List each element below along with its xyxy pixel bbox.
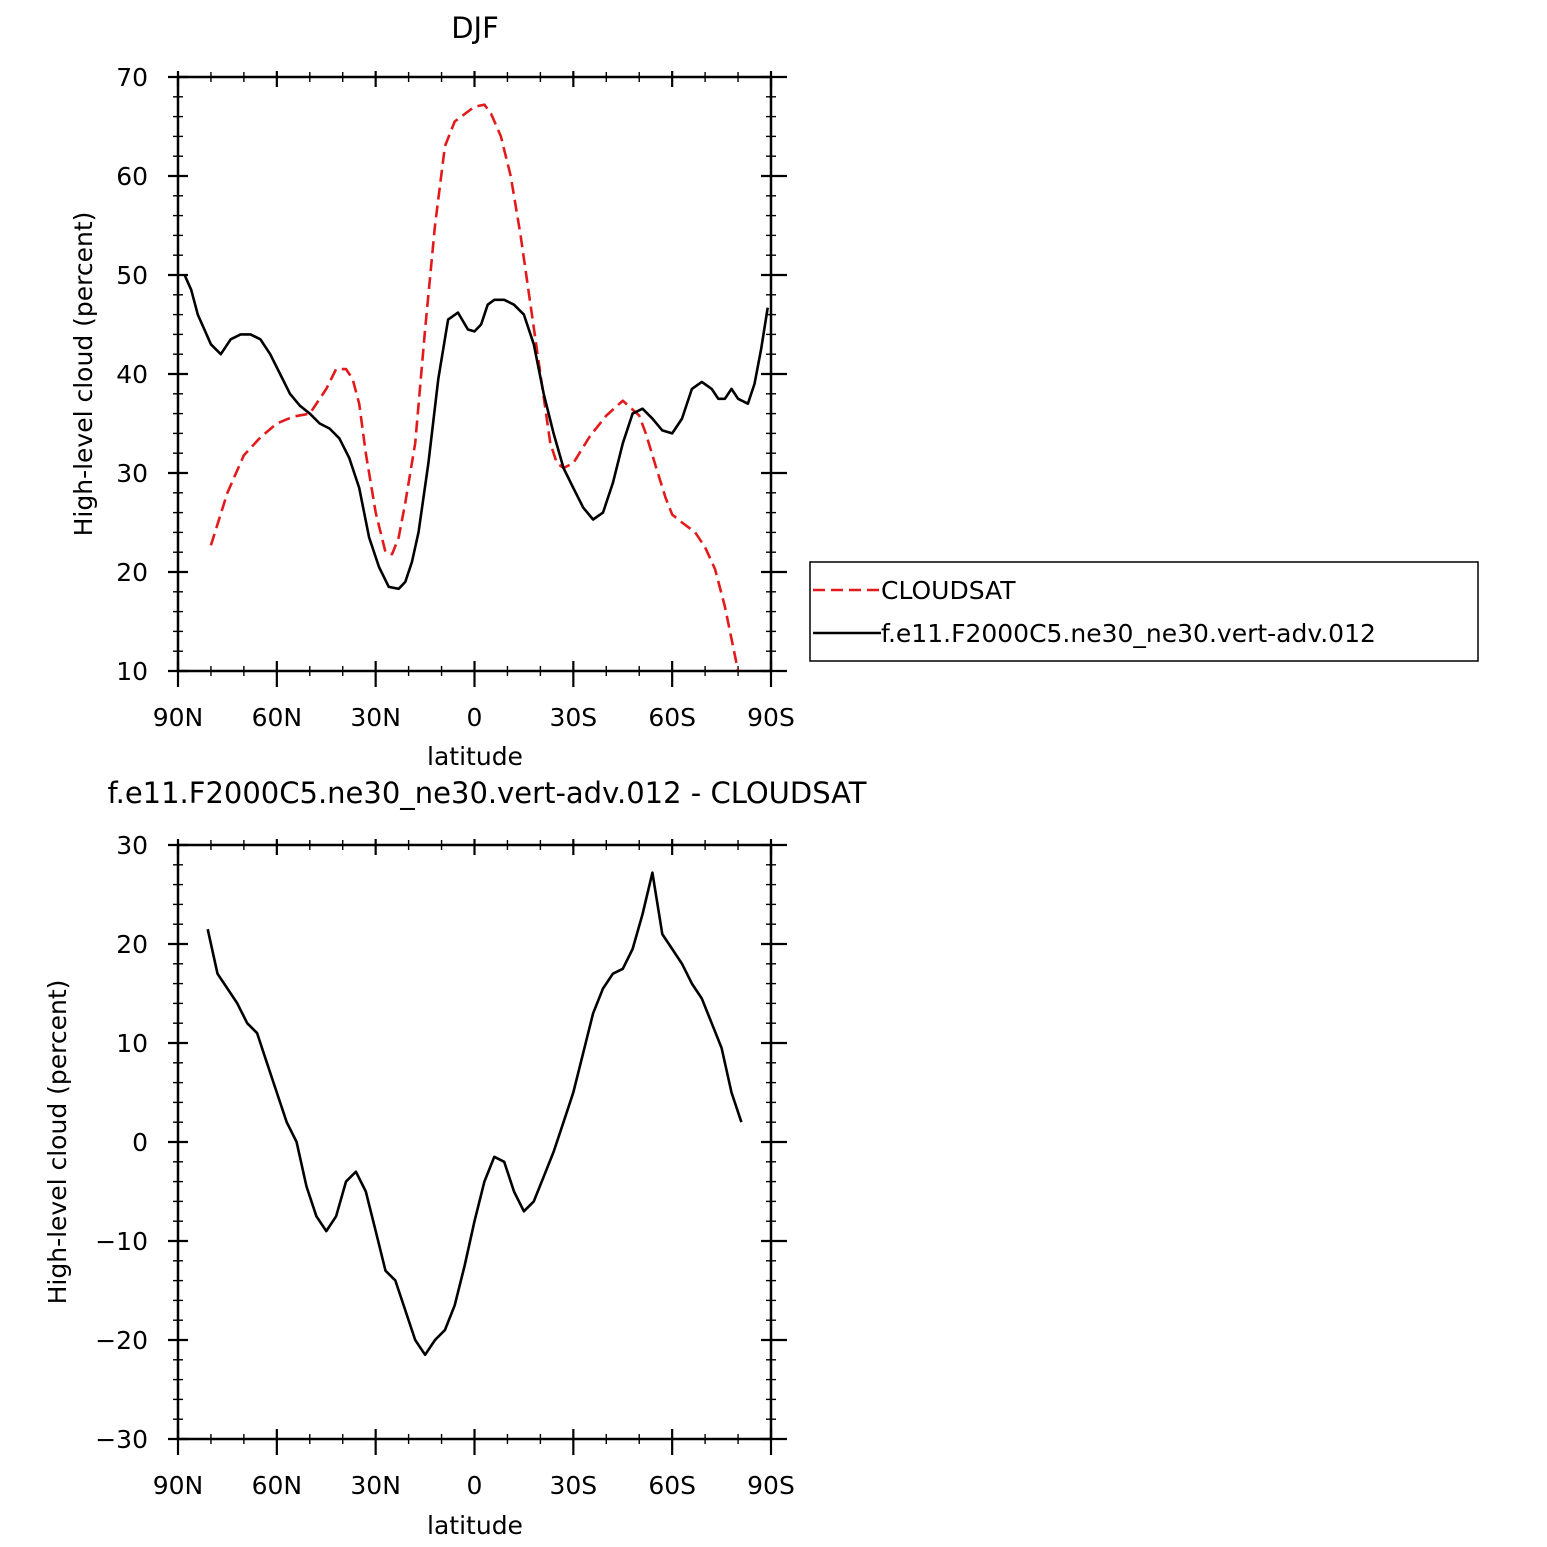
y-tick-label: −30 — [95, 1425, 148, 1454]
y-tick-label: 10 — [116, 1029, 148, 1058]
bottom-series-group — [206, 871, 743, 1357]
y-tick-label: 20 — [116, 930, 148, 959]
top-x-tick-labels: 90N 60N 30N 0 30S 60S 90S — [153, 71, 795, 732]
bottom-chart-title: f.e11.F2000C5.ne30_ne30.vert-adv.012 - C… — [108, 776, 867, 810]
y-tick-label: 20 — [116, 558, 148, 587]
top-x-axis-title: latitude — [427, 742, 523, 771]
top-y-axis-title: High-level cloud (percent) — [69, 212, 98, 537]
y-tick-label: 30 — [116, 831, 148, 860]
bottom-x-tick-labels: 90N 60N 30N 0 30S 60S 90S — [153, 839, 795, 1500]
x-tick-label: 30S — [549, 1471, 597, 1500]
x-tick-label: 90S — [747, 1471, 795, 1500]
y-tick-label: 70 — [116, 63, 148, 92]
x-tick-label: 60S — [648, 703, 696, 732]
x-tick-label: 60S — [648, 1471, 696, 1500]
legend-box — [809, 561, 1479, 662]
y-tick-label: 60 — [116, 162, 148, 191]
x-tick-label: 90S — [747, 703, 795, 732]
top-minor-ticks — [173, 72, 776, 676]
y-tick-label: 30 — [116, 459, 148, 488]
top-y-tick-labels: 10 20 30 40 50 60 70 — [116, 63, 787, 686]
series-line-1-0 — [206, 871, 743, 1357]
y-tick-label: 10 — [116, 657, 148, 686]
top-panel: DJF 10 20 30 40 50 60 70 90N 60N 30N 0 30S 60S 90S l… — [69, 11, 1479, 771]
legend-label-cloudsat: CLOUDSAT — [881, 576, 1016, 605]
legend-label-model: f.e11.F2000C5.ne30_ne30.vert-adv.012 — [881, 619, 1376, 648]
x-tick-label: 0 — [467, 703, 483, 732]
series-line-0-0 — [209, 103, 740, 672]
x-tick-label: 90N — [153, 1471, 204, 1500]
x-tick-label: 30N — [350, 1471, 401, 1500]
series-line-0-1 — [183, 274, 769, 591]
bottom-y-axis-title: High-level cloud (percent) — [43, 980, 72, 1305]
bottom-y-tick-labels: −30 −20 −10 0 10 20 30 — [95, 831, 787, 1454]
top-plot-frame — [176, 75, 773, 673]
x-tick-label: 90N — [153, 703, 204, 732]
legend: CLOUDSAT f.e11.F2000C5.ne30_ne30.vert-ad… — [809, 561, 1479, 662]
x-tick-label: 30N — [350, 703, 401, 732]
bottom-plot-frame — [176, 843, 773, 1441]
y-tick-label: 0 — [132, 1128, 148, 1157]
bottom-x-axis-title: latitude — [427, 1511, 523, 1540]
y-tick-label: 50 — [116, 261, 148, 290]
x-tick-label: 60N — [252, 1471, 303, 1500]
bottom-panel: f.e11.F2000C5.ne30_ne30.vert-adv.012 - C… — [43, 776, 867, 1540]
x-tick-label: 30S — [549, 703, 597, 732]
y-tick-label: −20 — [95, 1326, 148, 1355]
y-tick-label: 40 — [116, 360, 148, 389]
top-chart-title: DJF — [451, 11, 499, 45]
top-series-group — [183, 103, 769, 672]
x-tick-label: 60N — [252, 703, 303, 732]
y-tick-label: −10 — [95, 1227, 148, 1256]
bottom-minor-ticks — [173, 840, 776, 1444]
x-tick-label: 0 — [467, 1471, 483, 1500]
